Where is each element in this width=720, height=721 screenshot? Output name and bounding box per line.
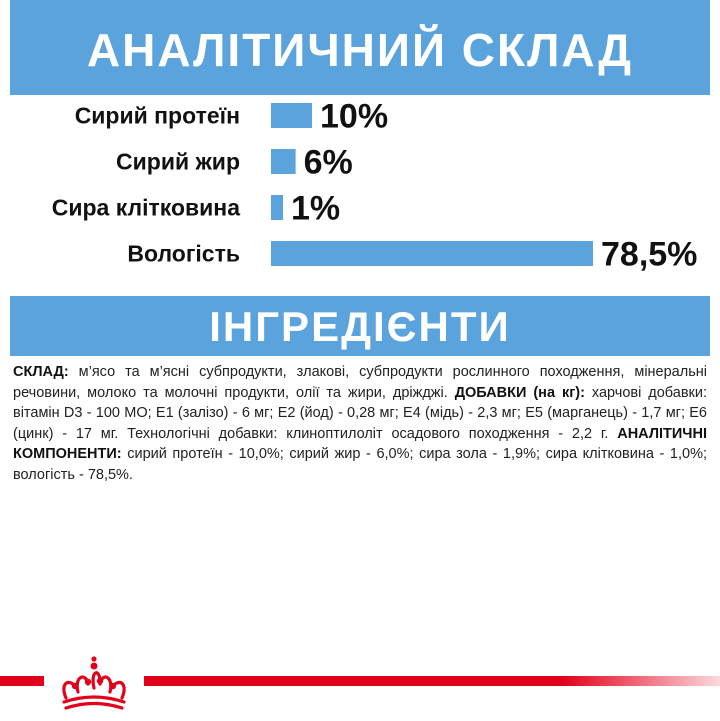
value-label: 10% — [320, 98, 388, 136]
components-text: сирий протеїн - 10,0%; сирий жир - 6,0%;… — [13, 446, 707, 483]
analytical-composition-banner: АНАЛІТИЧНИЙ СКЛАД — [10, 0, 710, 95]
category-label: Вологість — [127, 241, 240, 267]
value-label: 6% — [304, 144, 353, 182]
bar — [271, 195, 283, 220]
composition-text: м’ясо та м’ясні субпродукти, злакові, су… — [13, 364, 707, 401]
category-label: Сирий жир — [116, 149, 240, 175]
ingredients-text: СКЛАД: м’ясо та м’ясні субпродукти, злак… — [13, 362, 707, 485]
composition-bar-chart: Сирий протеїн 10% Сирий жир 6% Сира кліткови… — [52, 98, 698, 274]
brand-stripe — [0, 676, 720, 686]
royal-crown-icon — [44, 648, 144, 716]
ingredients-title: ІНГРЕДІЄНТИ — [209, 303, 511, 350]
additives-label: ДОБАВКИ (на кг): — [454, 384, 585, 401]
category-label: Сирий протеїн — [75, 103, 240, 129]
bar — [271, 103, 313, 128]
value-label: 1% — [291, 190, 340, 228]
bar — [271, 241, 593, 266]
category-label: Сира клітковина — [52, 195, 240, 221]
components-label: АНАЛІТИЧНІ КОМПОНЕНТИ: — [13, 425, 707, 463]
ingredients-banner: ІНГРЕДІЄНТИ — [10, 296, 710, 356]
composition-label: СКЛАД: — [13, 364, 69, 380]
bar — [271, 149, 296, 174]
analytical-composition-title: АНАЛІТИЧНИЙ СКЛАД — [86, 24, 634, 76]
additives-text: харчові добавки: вітамін D3 - 100 МО; Е1… — [13, 384, 708, 442]
brand-footer — [0, 648, 720, 720]
value-label: 78,5% — [601, 236, 697, 274]
